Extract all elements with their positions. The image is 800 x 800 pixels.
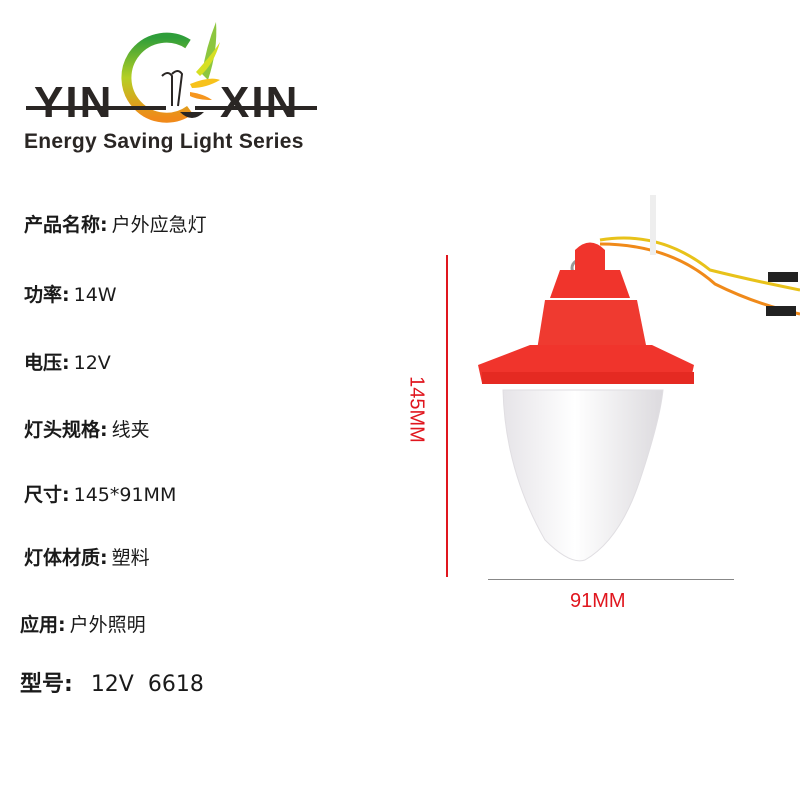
spec-label: 电压: (24, 352, 70, 374)
logo-text-yin: YIN (34, 78, 114, 127)
spec-value: 塑料 (111, 547, 150, 569)
spec-size: 尺寸: 145*91MM (24, 480, 176, 507)
spec-model: 型号: 12V 6618 (20, 666, 204, 698)
spec-value: 14W (73, 284, 117, 306)
spec-application: 应用: 户外照明 (20, 610, 146, 637)
spec-label: 型号: (20, 672, 73, 697)
spec-value: 145*91MM (73, 484, 177, 506)
spec-label: 功率: (24, 284, 70, 306)
spec-material: 灯体材质: 塑料 (24, 543, 150, 570)
height-dimension-label: 145MM (405, 376, 428, 443)
spec-lamp-base: 灯头规格: 线夹 (24, 415, 150, 442)
logo-text-xin: XIN (220, 78, 300, 127)
width-dimension-line (488, 579, 734, 580)
spec-power: 功率: 14W (24, 280, 117, 307)
spec-value: 户外应急灯 (111, 214, 207, 236)
logo-tagline: Energy Saving Light Series (24, 130, 304, 153)
spec-value: 线夹 (111, 419, 150, 441)
spec-value: 12V 6618 (90, 672, 204, 697)
bulb-leaf-icon (26, 22, 317, 123)
height-dimension-line (446, 255, 448, 577)
spec-label: 尺寸: (24, 484, 70, 506)
spec-label: 灯头规格: (24, 419, 108, 441)
spec-label: 应用: (20, 614, 66, 636)
width-dimension-label: 91MM (570, 590, 626, 612)
spec-label: 灯体材质: (24, 547, 108, 569)
spec-label: 产品名称: (24, 214, 108, 236)
spec-voltage: 电压: 12V (24, 348, 111, 375)
spec-value: 户外照明 (69, 614, 146, 636)
emergency-lamp-image (478, 195, 800, 562)
brand-logo: YIN XIN Energy Saving Light Series (0, 0, 340, 170)
spec-product-name: 产品名称: 户外应急灯 (24, 210, 207, 237)
spec-value: 12V (73, 352, 111, 374)
